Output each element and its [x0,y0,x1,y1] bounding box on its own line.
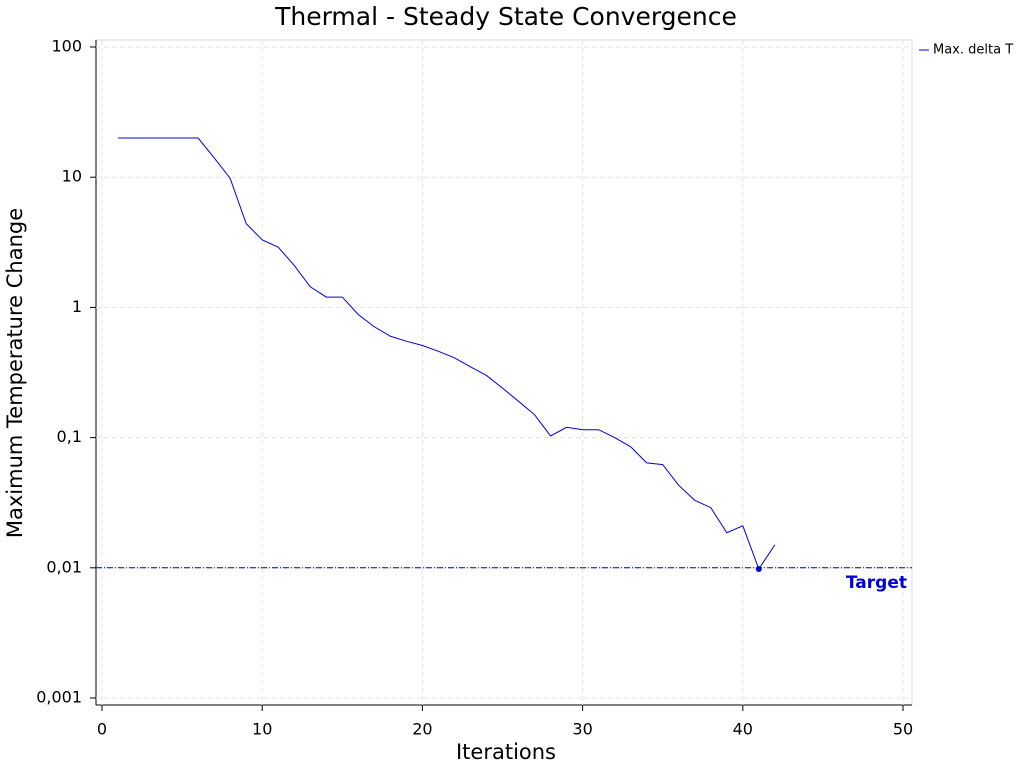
current-marker [755,565,762,572]
x-tick-label: 10 [252,720,272,739]
y-axis-label: Maximum Temperature Change [3,208,27,538]
x-tick-label: 30 [572,720,592,739]
x-tick-label: 0 [97,720,107,739]
y-tick-label: 1 [72,297,82,316]
x-axis-label: Iterations [456,740,556,764]
y-tick-label: 100 [51,37,82,56]
y-tick-label: 0,1 [57,427,82,446]
x-tick-label: 20 [412,720,432,739]
y-tick-label: 0,001 [36,688,82,707]
legend-label: Max. delta T [933,43,1013,58]
y-tick-label: 0,01 [46,557,82,576]
series-line [118,137,776,571]
x-tick-label: 40 [733,720,753,739]
y-tick-label: 10 [62,167,82,186]
target-label: Target [846,573,907,593]
chart-title: Thermal - Steady State Convergence [274,2,737,31]
x-tick-label: 50 [893,720,913,739]
